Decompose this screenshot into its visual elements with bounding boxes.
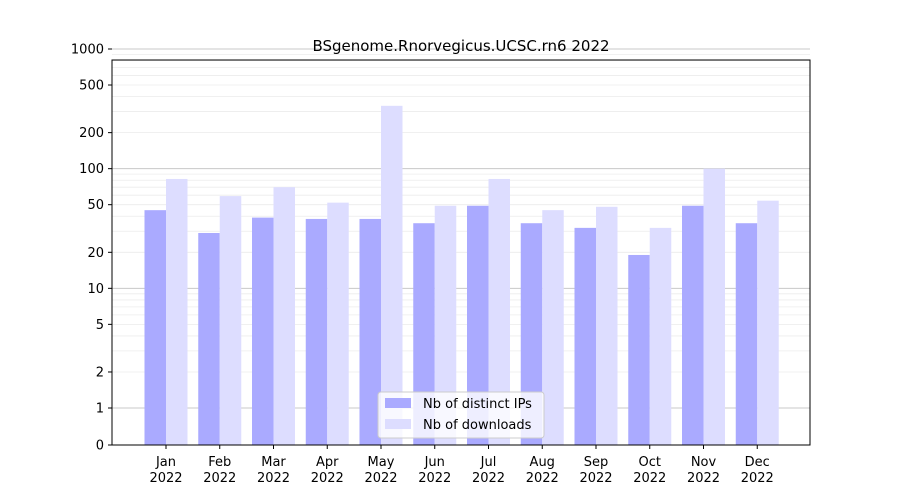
bar-distinct-ips — [735, 223, 758, 445]
x-tick-label-year: 2022 — [633, 471, 666, 486]
x-tick-label-month: Mar — [261, 455, 286, 470]
bar-downloads — [703, 168, 725, 445]
legend-frame — [377, 391, 545, 439]
bar-distinct-ips — [359, 218, 381, 445]
legend: Nb of distinct IPs Nb of downloads — [377, 391, 545, 439]
x-tick-label-month: Jun — [424, 455, 445, 470]
bars — [144, 105, 779, 446]
bar-distinct-ips — [682, 205, 704, 445]
y-tick-label: 0 — [96, 439, 104, 454]
x-tick-label-month: May — [368, 455, 395, 470]
y-tick-label: 5 — [96, 318, 104, 333]
bar-distinct-ips — [198, 232, 220, 445]
bar-downloads — [327, 202, 349, 445]
x-tick-label-year: 2022 — [257, 471, 290, 486]
bar-downloads — [166, 178, 188, 446]
y-axis: 0 1 2 5 10 20 50 100 200 500 1000 — [71, 42, 112, 454]
y-tick-label: 500 — [79, 79, 104, 94]
bar-distinct-ips — [305, 218, 328, 445]
chart-title: BSgenome.Rnorvegicus.UCSC.rn6 2022 — [312, 37, 609, 55]
x-tick-label-year: 2022 — [149, 471, 182, 486]
bar-distinct-ips — [628, 254, 650, 445]
x-tick-label-month: Aug — [530, 455, 555, 470]
x-tick-label-month: Nov — [691, 455, 717, 470]
x-tick-label-month: Feb — [208, 455, 231, 470]
bar-downloads — [381, 105, 403, 446]
bar-downloads — [596, 206, 618, 445]
bar-distinct-ips — [413, 223, 435, 445]
x-tick-label-month: Jul — [480, 455, 497, 470]
bar-distinct-ips — [520, 223, 543, 445]
y-tick-label: 1000 — [71, 42, 104, 57]
x-tick-label-year: 2022 — [311, 471, 344, 486]
legend-swatch-downloads — [385, 419, 411, 429]
x-tick-label-year: 2022 — [579, 471, 612, 486]
x-tick-label-month: Jan — [155, 455, 176, 470]
y-tick-label: 50 — [87, 198, 104, 213]
x-tick-label-year: 2022 — [526, 471, 559, 486]
legend-swatch-distinct-ips — [385, 398, 411, 408]
bar-downloads — [542, 210, 564, 445]
bar-downloads — [757, 200, 779, 445]
bar-distinct-ips — [574, 227, 596, 445]
bar-downloads — [649, 227, 672, 445]
x-tick-label-year: 2022 — [418, 471, 451, 486]
x-tick-label-month: Dec — [745, 455, 770, 470]
bar-downloads — [273, 187, 295, 445]
x-tick-label-month: Sep — [584, 455, 609, 470]
legend-label-distinct-ips: Nb of distinct IPs — [423, 397, 532, 412]
y-tick-label: 1 — [96, 402, 104, 417]
y-tick-label: 2 — [96, 365, 104, 380]
x-tick-label-month: Apr — [316, 455, 339, 470]
legend-label-downloads: Nb of downloads — [423, 418, 532, 433]
bar-downloads — [219, 196, 242, 445]
bar-distinct-ips — [144, 210, 166, 445]
bar-downloads — [434, 205, 457, 445]
y-tick-label: 20 — [87, 246, 104, 261]
x-tick-label-year: 2022 — [364, 471, 397, 486]
y-tick-label: 10 — [87, 282, 104, 297]
y-tick-label: 200 — [79, 126, 104, 141]
y-tick-label: 100 — [79, 162, 104, 177]
bar-distinct-ips — [467, 205, 489, 445]
bar-distinct-ips — [252, 217, 274, 445]
x-tick-label-year: 2022 — [472, 471, 505, 486]
x-tick-label-year: 2022 — [687, 471, 720, 486]
x-tick-label-month: Oct — [639, 455, 661, 470]
bar-downloads — [488, 178, 510, 446]
x-tick-label-year: 2022 — [741, 471, 774, 486]
x-axis: Jan2022Feb2022Mar2022Apr2022May2022Jun20… — [149, 445, 774, 486]
x-tick-label-year: 2022 — [203, 471, 236, 486]
